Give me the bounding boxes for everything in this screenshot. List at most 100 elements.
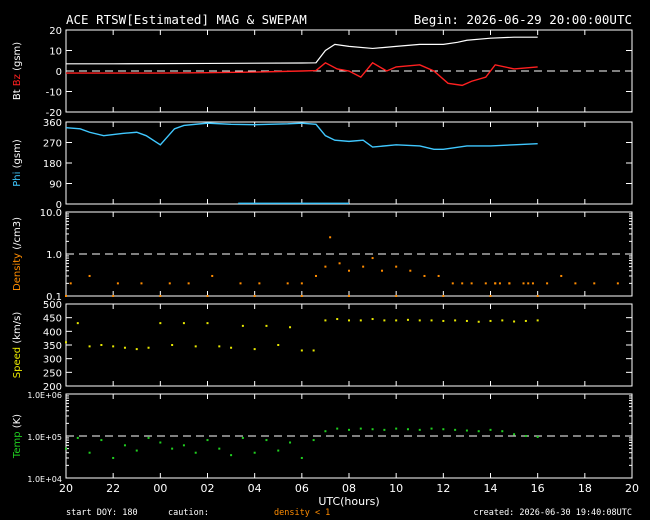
temp-ytick-label: 1.0E+04: [27, 475, 62, 484]
density-point: [461, 282, 464, 285]
temp-point: [395, 427, 398, 430]
phi-ytick-label: 360: [43, 118, 62, 129]
temp-point: [100, 439, 103, 442]
density-point: [494, 282, 497, 285]
density-point: [395, 295, 398, 297]
temp-point: [135, 449, 138, 452]
density-point: [381, 269, 384, 272]
density-point: [560, 274, 563, 277]
temp-point: [218, 447, 221, 450]
x-tick-label: 12: [436, 482, 450, 495]
x-tick-label: 18: [578, 482, 592, 495]
density-point: [206, 295, 209, 297]
temp-point: [371, 428, 374, 431]
density-point: [314, 274, 317, 277]
density-ytick-label: 1.0: [46, 250, 62, 261]
temp-point: [442, 428, 445, 431]
density-point: [371, 257, 374, 260]
speed-point: [171, 344, 174, 346]
speed-point: [159, 322, 162, 325]
speed-ytick-label: 250: [43, 368, 62, 379]
density-point: [168, 282, 171, 285]
density-point: [338, 262, 341, 265]
density-point: [451, 282, 454, 285]
density-point: [498, 282, 501, 285]
density-point: [300, 282, 303, 285]
density-point: [348, 295, 350, 297]
temp-point: [194, 451, 197, 454]
created-timestamp: created: 2026-06-30 19:40:08UTC: [473, 508, 632, 518]
temp-ylabel: Temp (K): [12, 414, 23, 459]
x-tick-label: 20: [625, 482, 639, 495]
x-tick-label: 16: [531, 482, 545, 495]
temp-point: [230, 454, 233, 457]
density-point: [484, 282, 487, 285]
temp-ylabel-part: (K): [12, 414, 23, 432]
x-axis-title: UTC(hours): [318, 495, 379, 508]
density-point: [140, 282, 143, 285]
panels-group: 20 10 0 -10 -20 Bt Bz (gsm) 360 270 180 90 0 Phi (g…: [12, 26, 639, 508]
density-point: [508, 282, 511, 285]
temp-point: [241, 436, 244, 439]
speed-point: [253, 348, 256, 351]
phi-series-phi: [65, 122, 538, 151]
speed-ytick-label: 500: [43, 300, 62, 311]
density-point: [437, 274, 440, 277]
temp-point: [359, 427, 362, 430]
phi-ytick-label: 90: [49, 180, 62, 191]
speed-point: [406, 318, 409, 321]
speed-point: [371, 318, 374, 321]
density-point: [574, 282, 577, 285]
temp-point: [88, 451, 91, 454]
density-point: [329, 236, 332, 239]
mag-series-bz: [66, 61, 538, 87]
temp-point: [465, 429, 468, 432]
chart-title: ACE RTSW[Estimated] MAG & SWEPAM: [66, 12, 307, 27]
density-point: [112, 295, 115, 297]
density-point: [258, 282, 261, 285]
phi-ytick-label: 270: [43, 139, 62, 150]
mag-ytick-label: -20: [46, 108, 62, 119]
speed-point: [241, 324, 244, 327]
temp-point: [265, 439, 268, 442]
speed-point: [277, 344, 280, 346]
temp-point: [418, 428, 421, 431]
speed-point: [442, 319, 445, 322]
temp-point: [123, 444, 126, 447]
temp-point: [171, 447, 174, 450]
density-point: [300, 295, 303, 297]
speed-point: [489, 319, 492, 322]
x-tick-label: 10: [389, 482, 403, 495]
density-point: [522, 282, 525, 285]
temp-point: [336, 427, 339, 430]
mag-ylabel-part: Bt: [12, 89, 23, 100]
mag-ytick-label: 10: [49, 47, 62, 58]
density-point: [489, 295, 492, 297]
speed-point: [230, 346, 233, 349]
speed-point: [218, 345, 221, 348]
density-point: [65, 295, 67, 297]
speed-point: [65, 341, 67, 344]
speed-point: [88, 345, 91, 348]
density-point: [423, 274, 426, 277]
density-point: [531, 282, 534, 285]
caution-note: density < 1: [274, 508, 330, 518]
speed-point: [147, 346, 150, 349]
temp-point: [524, 435, 527, 437]
density-point: [527, 282, 530, 285]
phi-ytick-label: 180: [43, 159, 62, 170]
density-ylabel: Density (/cm3): [12, 217, 23, 291]
density-point: [442, 295, 445, 297]
speed-point: [501, 319, 504, 322]
speed-ytick-label: 300: [43, 355, 62, 366]
speed-point: [336, 318, 339, 321]
temp-point: [536, 435, 539, 438]
temp-point: [112, 456, 115, 459]
speed-point: [418, 319, 421, 322]
speed-point: [477, 320, 480, 323]
temp-point: [253, 451, 256, 454]
x-tick-label: 06: [295, 482, 309, 495]
temp-point: [430, 427, 433, 430]
speed-point: [395, 319, 398, 322]
